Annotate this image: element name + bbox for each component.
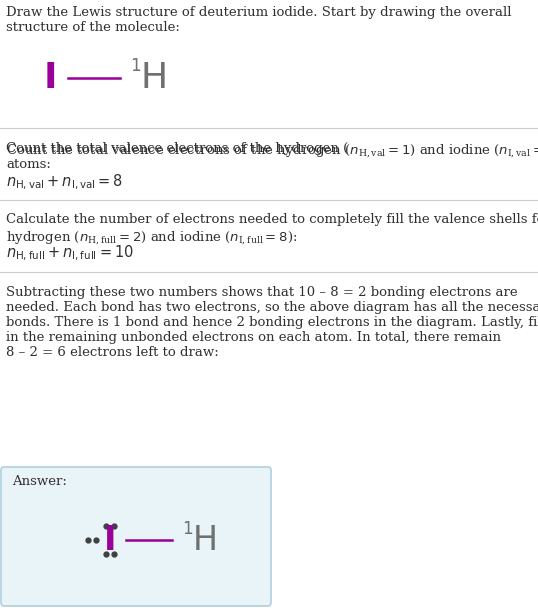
Text: Subtracting these two numbers shows that 10 – 8 = 2 bonding electrons are: Subtracting these two numbers shows that… — [6, 286, 518, 299]
Text: in the remaining unbonded electrons on each atom. In total, there remain: in the remaining unbonded electrons on e… — [6, 331, 501, 344]
Text: bonds. There is 1 bond and hence 2 bonding electrons in the diagram. Lastly, fil: bonds. There is 1 bond and hence 2 bondi… — [6, 316, 538, 329]
Text: needed. Each bond has two electrons, so the above diagram has all the necessary: needed. Each bond has two electrons, so … — [6, 301, 538, 314]
Text: Calculate the number of electrons needed to completely fill the valence shells f: Calculate the number of electrons needed… — [6, 213, 538, 226]
Text: 1: 1 — [182, 520, 193, 538]
Text: hydrogen ($n_\mathregular{H,full}=2$) and iodine ($n_\mathregular{I,full}=8$):: hydrogen ($n_\mathregular{H,full}=2$) an… — [6, 229, 298, 246]
Text: 8 – 2 = 6 electrons left to draw:: 8 – 2 = 6 electrons left to draw: — [6, 346, 219, 359]
Text: structure of the molecule:: structure of the molecule: — [6, 21, 180, 34]
Text: Answer:: Answer: — [12, 475, 67, 488]
Text: Count the total valence electrons of the hydrogen ($n_\mathregular{H,val}=1$) an: Count the total valence electrons of the… — [6, 142, 538, 159]
FancyBboxPatch shape — [1, 467, 271, 606]
Text: 1: 1 — [130, 57, 140, 75]
Text: $n_\mathregular{H,val} + n_\mathregular{I,val} = 8$: $n_\mathregular{H,val} + n_\mathregular{… — [6, 173, 123, 192]
Text: H: H — [141, 61, 168, 95]
Text: I: I — [104, 523, 116, 556]
Text: H: H — [193, 523, 218, 556]
Text: atoms:: atoms: — [6, 158, 51, 171]
Text: Count the total valence electrons of the hydrogen (: Count the total valence electrons of the… — [6, 142, 348, 155]
Text: $n_\mathregular{H,full} + n_\mathregular{I,full} = 10$: $n_\mathregular{H,full} + n_\mathregular… — [6, 244, 134, 264]
Text: I: I — [43, 61, 56, 95]
Text: Draw the Lewis structure of deuterium iodide. Start by drawing the overall: Draw the Lewis structure of deuterium io… — [6, 6, 512, 19]
